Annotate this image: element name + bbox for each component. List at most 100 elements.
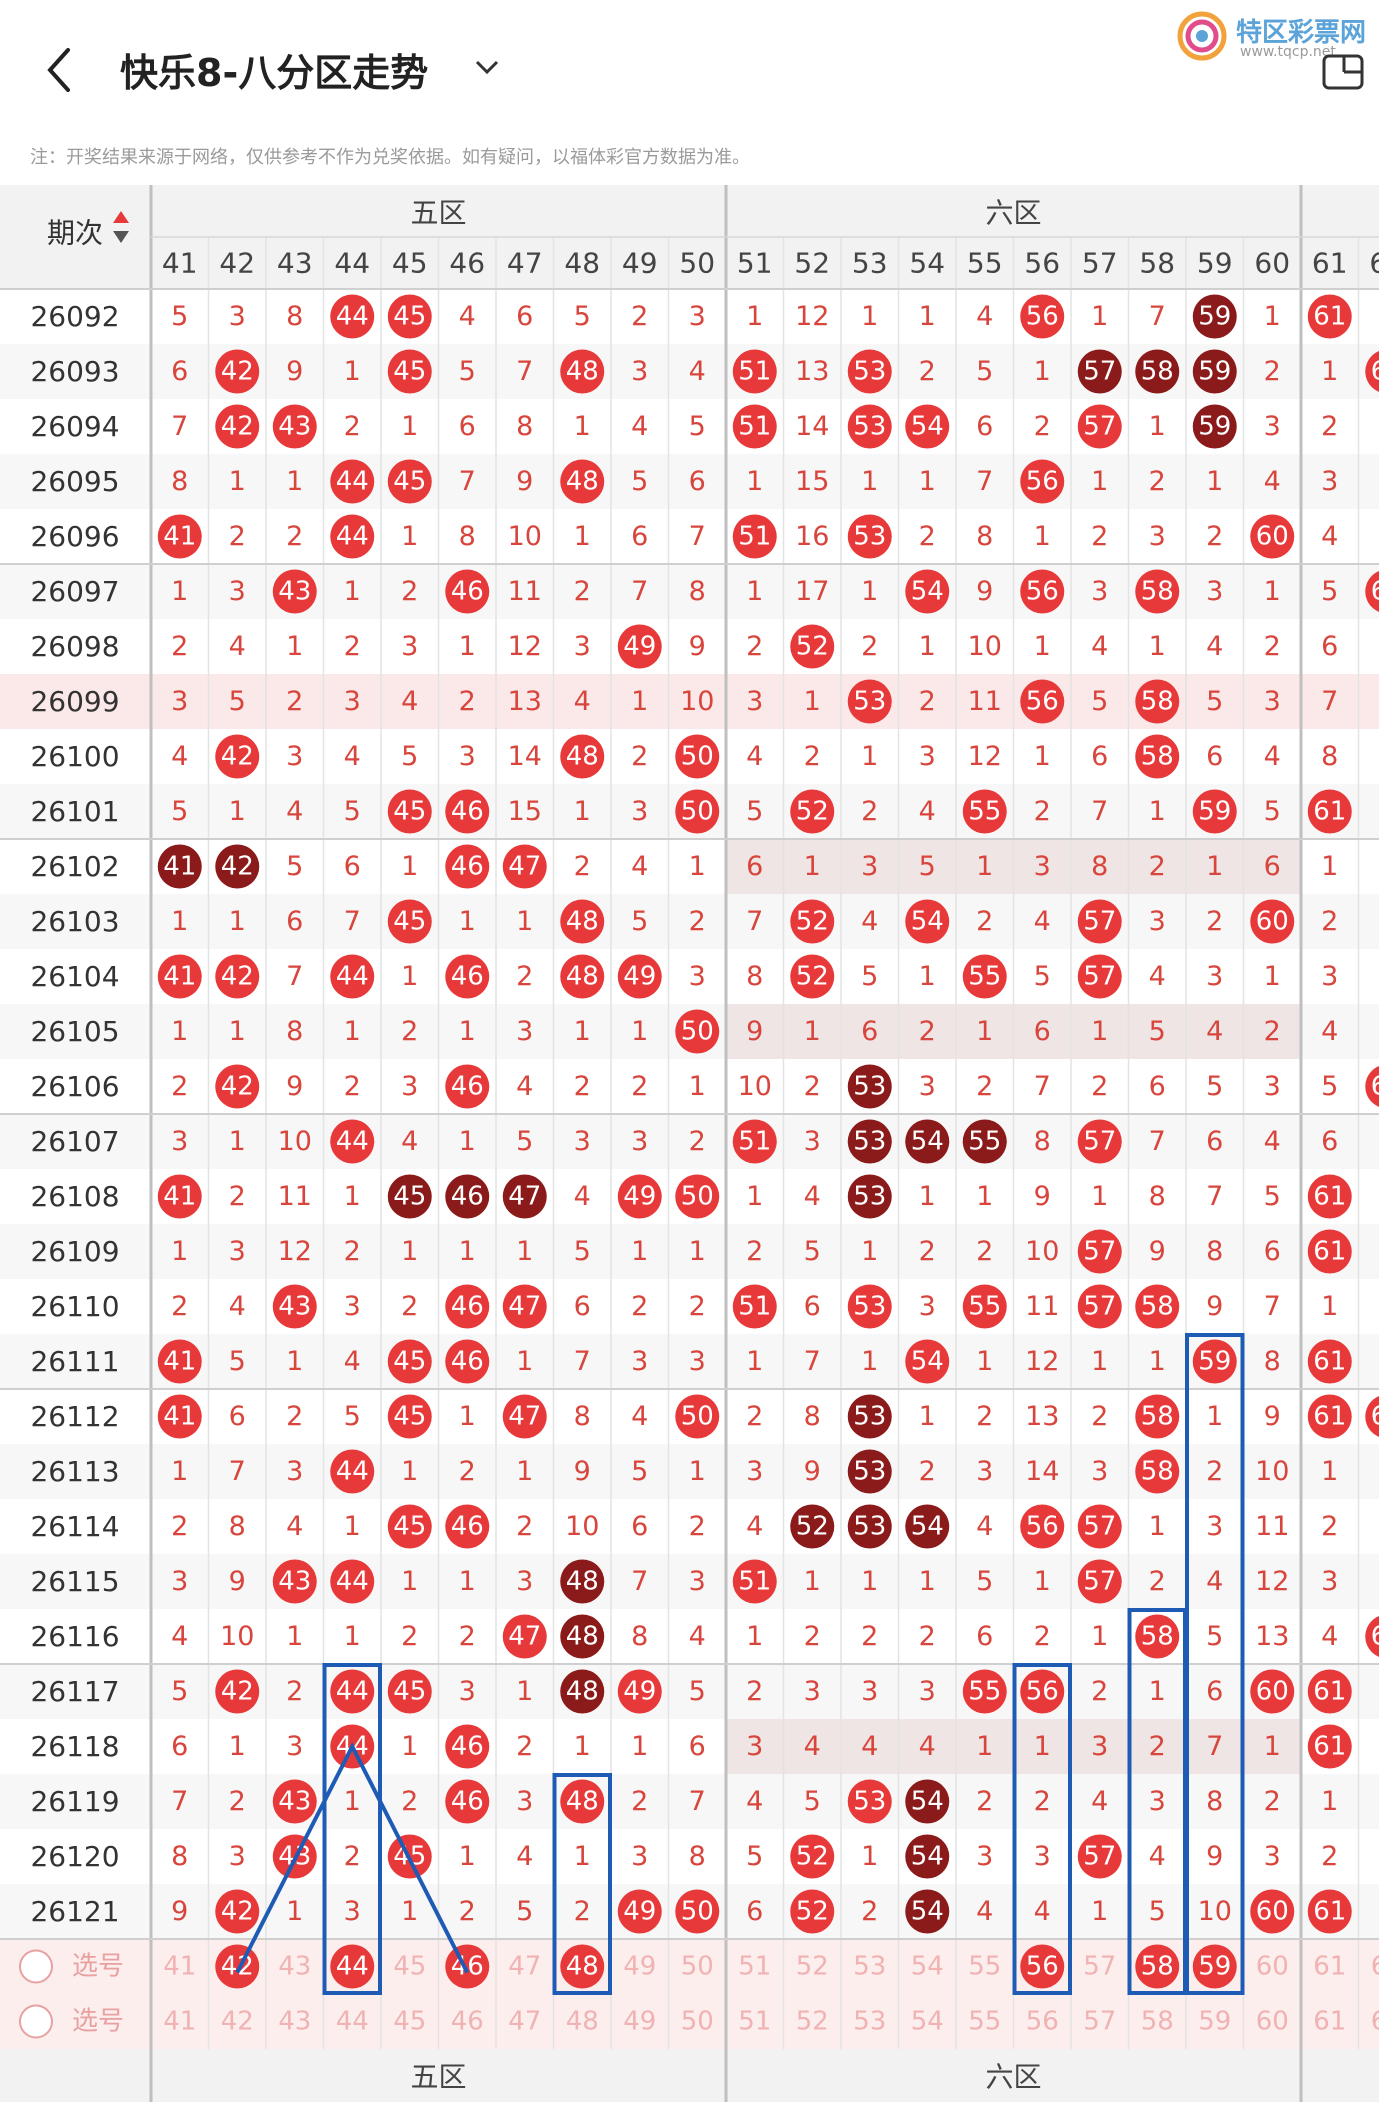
selectable-number[interactable]: 47 — [508, 1952, 541, 1982]
selectable-number[interactable]: 50 — [681, 1952, 714, 1982]
picked-number[interactable]: 46 — [451, 1952, 484, 1982]
miss-count: 8 — [689, 1841, 706, 1872]
hit-ball — [790, 1504, 835, 1549]
miss-count: 2 — [286, 1676, 303, 1707]
hit-number: 48 — [566, 357, 599, 387]
table-row: 26097 1 3 43 1 2 46 11 2 7 8 1 17 1 54 9 56 3 58 3 1 5 62 — [30, 569, 1379, 614]
hit-ball — [560, 459, 605, 504]
selectable-number[interactable]: 57 — [1083, 2007, 1116, 2037]
selectable-number[interactable]: 53 — [853, 2007, 886, 2037]
select-radio-icon[interactable] — [19, 1949, 53, 1984]
hit-number: 52 — [796, 1842, 829, 1872]
zone-label: 六区 — [985, 2061, 1041, 2094]
miss-count: 1 — [401, 411, 418, 442]
picked-ball[interactable] — [330, 1944, 375, 1989]
selectable-number[interactable]: 55 — [968, 1952, 1001, 1982]
selectable-number[interactable]: 49 — [623, 1952, 656, 1982]
selectable-number[interactable]: 53 — [853, 1952, 886, 1982]
miss-count: 5 — [574, 301, 591, 332]
miss-count: 7 — [1206, 1731, 1223, 1762]
zone-label: 五区 — [410, 2061, 466, 2094]
hit-ball — [157, 1394, 202, 1439]
picked-number[interactable]: 44 — [336, 1952, 369, 1982]
hit-number: 52 — [796, 962, 829, 992]
picked-number[interactable]: 56 — [1026, 1952, 1059, 1982]
miss-count: 1 — [1034, 631, 1051, 662]
hit-number: 42 — [221, 852, 254, 882]
selectable-number[interactable]: 44 — [336, 2007, 369, 2037]
selectable-number[interactable]: 41 — [163, 2007, 196, 2037]
selectable-number[interactable]: 56 — [1026, 2007, 1059, 2037]
select-row-label[interactable]: 选号 — [72, 1952, 124, 1982]
selectable-number[interactable]: 49 — [623, 2007, 656, 2037]
logo-swirl-icon — [1177, 11, 1227, 61]
miss-count: 1 — [1034, 741, 1051, 772]
selectable-number[interactable]: 58 — [1141, 2007, 1174, 2037]
hit-ball — [387, 1669, 432, 1714]
miss-count: 13 — [1025, 1401, 1059, 1432]
selectable-number[interactable]: 60 — [1256, 1952, 1289, 1982]
selectable-number[interactable]: 55 — [968, 2007, 1001, 2037]
picked-number[interactable]: 58 — [1141, 1952, 1174, 1982]
picked-number[interactable]: 42 — [221, 1952, 254, 1982]
hit-ball — [1365, 1616, 1379, 1657]
selectable-number[interactable]: 41 — [163, 1952, 196, 1982]
selectable-number[interactable]: 61 — [1313, 1952, 1346, 1982]
selectable-number[interactable]: 43 — [278, 2007, 311, 2037]
hit-ball — [1192, 789, 1237, 834]
selectable-number[interactable]: 46 — [451, 2007, 484, 2037]
miss-count: 1 — [459, 906, 476, 937]
selectable-number[interactable]: 45 — [393, 2007, 426, 2037]
chevron-down-icon[interactable] — [472, 52, 502, 82]
selectable-number[interactable]: 54 — [911, 1952, 944, 1982]
selectable-number[interactable]: 59 — [1198, 2007, 1231, 2037]
layout-switch-icon[interactable] — [1322, 54, 1364, 90]
picked-ball[interactable] — [215, 1944, 260, 1989]
selectable-number[interactable]: 43 — [278, 1952, 311, 1982]
hit-ball — [1077, 404, 1122, 449]
selectable-number[interactable]: 54 — [911, 2007, 944, 2037]
issue-number: 26094 — [30, 410, 119, 443]
page-title[interactable]: 快乐8-八分区走势 — [120, 51, 429, 95]
back-arrow-icon[interactable] — [38, 40, 94, 100]
selectable-number[interactable]: 60 — [1256, 2007, 1289, 2037]
selectable-number[interactable]: 52 — [796, 1952, 829, 1982]
picked-number[interactable]: 59 — [1198, 1952, 1231, 1982]
picked-ball[interactable] — [1192, 1944, 1237, 1989]
miss-count: 5 — [804, 1786, 821, 1817]
issue-column-header[interactable]: 期次 — [47, 217, 103, 250]
miss-count: 9 — [171, 1896, 188, 1927]
selectable-number[interactable]: 61 — [1313, 2007, 1346, 2037]
miss-count: 4 — [919, 796, 936, 827]
hit-ball — [905, 1779, 950, 1824]
miss-count: 6 — [689, 466, 706, 497]
hit-ball — [1307, 1889, 1352, 1934]
hit-number: 51 — [738, 412, 771, 442]
miss-count: 1 — [919, 1566, 936, 1597]
selectable-number[interactable]: 62 — [1371, 2007, 1379, 2037]
selectable-number[interactable]: 50 — [681, 2007, 714, 2037]
picked-ball[interactable] — [1135, 1944, 1180, 1989]
miss-count: 4 — [1321, 521, 1338, 552]
selectable-number[interactable]: 51 — [738, 2007, 771, 2037]
selectable-number[interactable]: 42 — [221, 2007, 254, 2037]
selectable-number[interactable]: 47 — [508, 2007, 541, 2037]
picked-ball[interactable] — [1020, 1944, 1065, 1989]
selectable-number[interactable]: 48 — [566, 2007, 599, 2037]
selectable-number[interactable]: 62 — [1371, 1952, 1379, 1982]
hit-number: 53 — [853, 1292, 886, 1322]
selectable-number[interactable]: 57 — [1083, 1952, 1116, 1982]
selectable-number[interactable]: 52 — [796, 2007, 829, 2037]
picked-ball[interactable] — [445, 1944, 490, 1989]
miss-count: 15 — [508, 796, 542, 827]
sort-up-icon[interactable] — [113, 211, 129, 223]
selectable-number[interactable]: 45 — [393, 1952, 426, 1982]
picked-ball[interactable] — [560, 1944, 605, 1989]
miss-count: 8 — [459, 521, 476, 552]
sort-down-icon[interactable] — [113, 231, 129, 243]
select-radio-icon[interactable] — [19, 2004, 53, 2039]
picked-number[interactable]: 48 — [566, 1952, 599, 1982]
select-row-label[interactable]: 选号 — [72, 2007, 124, 2037]
miss-count: 5 — [229, 686, 246, 717]
selectable-number[interactable]: 51 — [738, 1952, 771, 1982]
